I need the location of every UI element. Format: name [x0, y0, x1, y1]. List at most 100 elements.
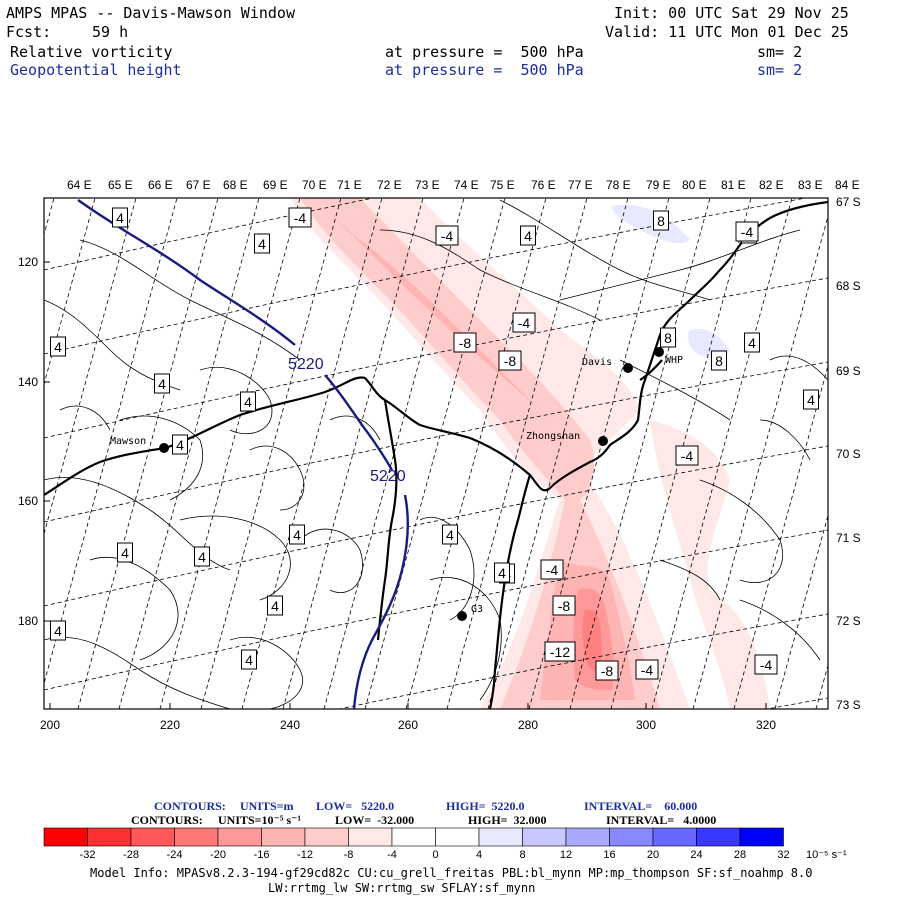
contour2-interval: INTERVAL= 4.0000: [606, 813, 717, 827]
colorbar-swatch: [478, 827, 523, 847]
colorbar-swatch: [435, 827, 480, 847]
vorticity-label: 4: [50, 336, 66, 357]
lon-label: 78 E: [606, 178, 631, 192]
colorbar-swatch: [739, 827, 784, 847]
lat-label: 73 S: [836, 698, 861, 712]
svg-text:4: 4: [258, 236, 266, 252]
station-zhongshan: Zhongshan: [526, 431, 608, 446]
y-tick-label: 160: [18, 494, 38, 508]
vorticity-label: 4: [442, 524, 458, 545]
svg-text:Mawson: Mawson: [110, 436, 146, 447]
svg-text:Davis: Davis: [582, 357, 612, 368]
x-tick-label: 220: [160, 718, 180, 732]
svg-text:4: 4: [54, 623, 62, 639]
lon-label: 77 E: [568, 178, 593, 192]
vorticity-label: 4: [241, 649, 257, 670]
lon-label: 66 E: [148, 178, 173, 192]
svg-text:4: 4: [748, 335, 756, 351]
contour1-units: UNITS=m: [240, 799, 294, 813]
svg-text:8: 8: [657, 213, 665, 229]
svg-text:4: 4: [807, 392, 815, 408]
svg-text:4: 4: [524, 228, 532, 244]
y-tick-label: 120: [18, 255, 38, 269]
lon-label: 76 E: [531, 178, 556, 192]
station-g3: G3: [457, 604, 483, 621]
lon-label: 73 E: [415, 178, 440, 192]
lon-label: 70 E: [302, 178, 327, 192]
lon-label: 69 E: [263, 178, 288, 192]
svg-text:WHP: WHP: [665, 355, 683, 366]
vorticity-label: -4: [512, 312, 536, 333]
colorbar-tick: 32: [777, 849, 789, 861]
lon-label: 83 E: [798, 178, 823, 192]
svg-text:-8: -8: [504, 353, 517, 369]
lon-label: 84 E: [835, 178, 860, 192]
field2-name: Geopotential height: [10, 61, 182, 79]
colorbar-swatch: [87, 827, 132, 847]
x-tick-label: 240: [280, 718, 300, 732]
x-tick-label: 300: [636, 718, 656, 732]
colorbar-units: 10⁻⁵ s⁻¹: [806, 849, 847, 861]
svg-text:G3: G3: [471, 604, 483, 615]
lon-label: 75 E: [490, 178, 515, 192]
colorbar-swatch: [43, 827, 88, 847]
svg-text:4: 4: [198, 549, 206, 565]
vorticity-label: 4: [112, 207, 128, 228]
colorbar-tick: -8: [344, 849, 354, 861]
vorticity-label: 4: [194, 546, 210, 567]
contour1-contours: CONTOURS:: [154, 799, 226, 813]
vorticity-label: 4: [289, 524, 305, 545]
vorticity-label: 4: [50, 620, 66, 641]
model-info-line1: Model Info: MPASv8.2.3-194-gf29cd82c CU:…: [90, 866, 813, 880]
colorbar-tick: -32: [80, 849, 96, 861]
svg-text:-12: -12: [550, 644, 570, 660]
colorbar-tick: 28: [734, 849, 746, 861]
lon-label: 68 E: [223, 178, 248, 192]
svg-text:-4: -4: [294, 210, 307, 226]
colorbar-tick: 20: [647, 849, 659, 861]
station-whp: WHP: [654, 347, 683, 366]
lon-label: 82 E: [759, 178, 784, 192]
vorticity-label: 4: [154, 373, 170, 394]
vorticity-shade-neg-east: [650, 420, 770, 709]
svg-text:4: 4: [116, 210, 124, 226]
lon-label: 79 E: [646, 178, 671, 192]
x-tick-label: 320: [756, 718, 776, 732]
svg-text:4: 4: [176, 437, 184, 453]
vorticity-shade-neg12: [320, 205, 550, 420]
contour2-contours: CONTOURS:: [131, 813, 203, 827]
svg-text:-4: -4: [641, 662, 654, 678]
svg-text:4: 4: [244, 394, 252, 410]
vorticity-label: -12: [544, 641, 576, 662]
svg-text:-8: -8: [558, 598, 571, 614]
field2-level: at pressure = 500 hPa: [385, 61, 584, 79]
forecast-hours: 59 h: [92, 23, 129, 41]
svg-text:4: 4: [54, 339, 62, 355]
vorticity-label: -4: [754, 654, 778, 675]
colorbar-tick: 12: [560, 849, 572, 861]
svg-text:4: 4: [245, 652, 253, 668]
contour2-units: UNITS=10⁻⁵ s⁻¹: [218, 813, 302, 827]
colorbar-swatch: [130, 827, 175, 847]
svg-text:4: 4: [293, 527, 301, 543]
x-tick-label: 200: [40, 718, 60, 732]
vorticity-label: -4: [435, 225, 459, 246]
colorbar-swatch: [391, 827, 436, 847]
x-tick-label: 260: [398, 718, 418, 732]
colorbar-swatch: [174, 827, 219, 847]
svg-text:-8: -8: [459, 335, 472, 351]
vorticity-label: 8: [711, 350, 727, 371]
lon-label: 64 E: [67, 178, 92, 192]
colorbar-tick: 0: [432, 849, 438, 861]
colorbar: -32 -28 -24 -20 -16 -12 -8 -4 0 4 8 12 16 20 24 28 32 10⁻…: [43, 827, 847, 861]
colorbar-tick: 4: [476, 849, 482, 861]
lon-label: 71 E: [337, 178, 362, 192]
map-title: AMPS MPAS -- Davis-Mawson Window: [6, 4, 295, 22]
colorbar-swatch: [652, 827, 697, 847]
svg-text:-4: -4: [546, 562, 559, 578]
lat-label: 72 S: [836, 614, 861, 628]
vorticity-label: 4: [267, 595, 283, 616]
contour2-high: HIGH= 32.000: [468, 813, 547, 827]
lat-label: 70 S: [836, 447, 861, 461]
